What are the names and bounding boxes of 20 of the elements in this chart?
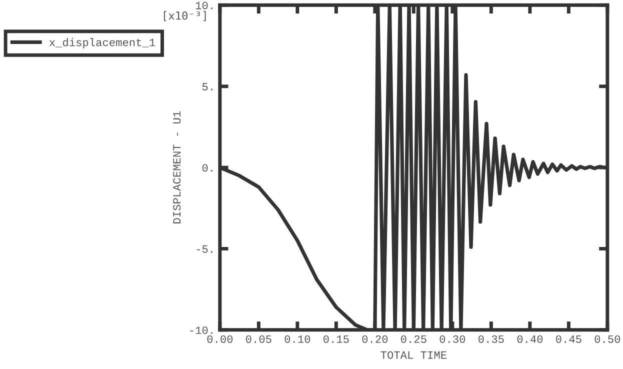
y-tick-label: 5. (202, 83, 212, 90)
x-tick-label: 0.15 (324, 335, 349, 343)
legend-label: x_displacement_1 (49, 38, 156, 48)
y-tick-label: -5. (196, 245, 212, 253)
x-tick-label: 0.35 (478, 335, 504, 343)
text: [x10⁻³] (164, 11, 206, 22)
y-tick-label: -10. (190, 326, 212, 334)
y-axis-title: DISPLACEMENT - U1 (173, 111, 181, 224)
x-tick-label: 0.50 (594, 335, 620, 343)
x-tick-label: 0.10 (284, 335, 310, 343)
y-tick-label: 0. (202, 164, 212, 172)
x-tick-label: 0.05 (246, 335, 272, 343)
x-tick-label: 0.40 (517, 335, 543, 343)
x-tick-label: 0.20 (362, 335, 388, 343)
x-tick-label: 0.00 (207, 335, 233, 343)
x-axis-title: TOTAL TIME (380, 351, 446, 359)
x-tick-label: 0.25 (401, 335, 426, 343)
y-tick-label: 10. (196, 2, 212, 10)
x-tick-label: 0.30 (440, 335, 466, 343)
x-tick-label: 0.45 (556, 335, 582, 343)
